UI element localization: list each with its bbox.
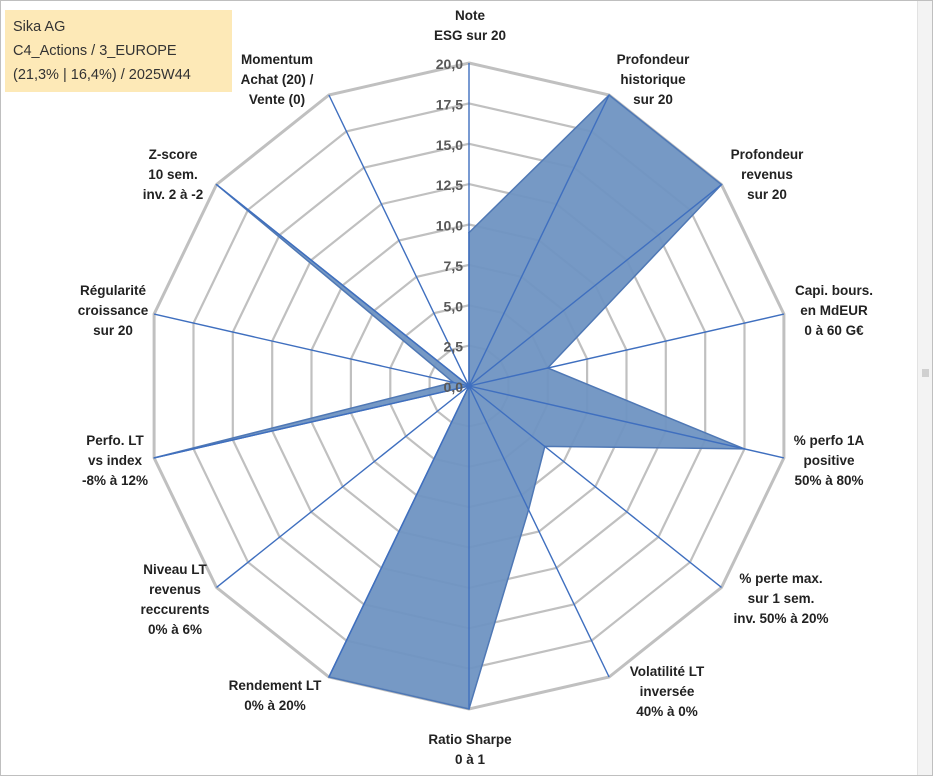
axis-label-7-line-0: Ratio Sharpe [428, 732, 512, 747]
axis-label-8-line-1: 0% à 20% [244, 698, 306, 713]
axis-label-5-line-2: inv. 50% à 20% [733, 611, 828, 626]
axis-label-13: Momentum Achat (20) / Vente (0) [241, 52, 314, 107]
scrollbar-thumb[interactable] [922, 369, 929, 377]
info-company-name: Sika AG [13, 19, 66, 35]
info-box: Sika AG C4_Actions / 3_EUROPE (21,3% | 1… [5, 10, 232, 92]
vertical-scrollbar[interactable] [917, 1, 932, 775]
spoke-4 [468, 385, 785, 459]
axis-label-11-line-1: croissance [78, 303, 149, 318]
axis-label-5-line-1: sur 1 sem. [748, 591, 815, 606]
axis-label-5-line-0: % perte max. [739, 571, 822, 586]
axis-label-10-line-2: -8% à 12% [82, 473, 148, 488]
axis-label-6-line-1: inversée [640, 684, 695, 699]
axis-label-6: Volatilité LT inversée 40% à 0% [630, 664, 705, 719]
axis-label-2-line-2: sur 20 [747, 187, 787, 202]
tick-label-7: 17,5 [436, 96, 463, 112]
axis-label-3-line-2: 0 à 60 G€ [804, 323, 864, 338]
axis-label-12-line-0: Z-score [149, 147, 198, 162]
spoke-3 [468, 313, 785, 387]
axis-label-11-line-0: Régularité [80, 283, 147, 298]
spoke-9 [216, 385, 470, 588]
axis-label-12: Z-score 10 sem. inv. 2 à -2 [143, 147, 204, 202]
axis-label-9-line-1: revenus [149, 582, 201, 597]
axis-label-1: Profondeur historique sur 20 [617, 52, 690, 107]
radar-spokes [153, 63, 785, 709]
axis-labels: Note ESG sur 20 Profondeur historique sur 20… [78, 8, 873, 767]
axis-label-9-line-2: reccurents [140, 602, 209, 617]
tick-label-3: 7,5 [444, 258, 464, 274]
tick-label-4: 10,0 [436, 218, 463, 234]
axis-label-4: % perfo 1A positive 50% à 80% [794, 433, 865, 488]
axis-label-11: Régularité croissance sur 20 [78, 283, 149, 338]
axis-label-4-line-0: % perfo 1A [794, 433, 865, 448]
tick-label-8: 20,0 [436, 56, 463, 72]
spoke-13 [328, 94, 470, 387]
axis-label-1-line-2: sur 20 [633, 92, 673, 107]
axis-label-4-line-1: positive [803, 453, 855, 468]
axis-label-6-line-0: Volatilité LT [630, 664, 705, 679]
axis-label-3-line-0: Capi. bours. [795, 283, 873, 298]
axis-label-0-line-0: Note [455, 8, 485, 23]
axis-label-2-line-0: Profondeur [731, 147, 804, 162]
axis-label-12-line-1: 10 sem. [148, 167, 198, 182]
axis-label-2: Profondeur revenus sur 20 [731, 147, 804, 202]
spoke-12 [216, 184, 470, 387]
spoke-8 [328, 385, 470, 678]
spoke-11 [153, 313, 470, 387]
axis-label-8-line-0: Rendement LT [229, 678, 323, 693]
axis-label-8: Rendement LT 0% à 20% [229, 678, 323, 713]
axis-label-10-line-1: vs index [88, 453, 143, 468]
axis-label-4-line-2: 50% à 80% [794, 473, 863, 488]
axis-label-0-line-1: ESG sur 20 [434, 28, 506, 43]
axis-label-6-line-2: 40% à 0% [636, 704, 698, 719]
tick-label-0: 0,0 [444, 379, 464, 395]
axis-label-9-line-0: Niveau LT [143, 562, 207, 577]
spoke-5 [468, 385, 722, 588]
spoke-1 [468, 94, 610, 387]
spoke-10 [153, 385, 470, 459]
axis-label-7-line-1: 0 à 1 [455, 752, 486, 767]
axis-label-3-line-1: en MdEUR [800, 303, 868, 318]
info-category: C4_Actions / 3_EUROPE [13, 43, 177, 59]
tick-label-6: 15,0 [436, 137, 463, 153]
axis-label-3: Capi. bours. en MdEUR 0 à 60 G€ [795, 283, 873, 338]
axis-label-10: Perfo. LT vs index -8% à 12% [82, 433, 148, 488]
axis-label-10-line-0: Perfo. LT [86, 433, 144, 448]
tick-label-1: 2,5 [444, 339, 464, 355]
spoke-2 [468, 184, 722, 387]
axis-label-7: Ratio Sharpe 0 à 1 [428, 732, 512, 767]
tick-label-2: 5,0 [444, 298, 464, 314]
axis-label-9: Niveau LT revenus reccurents 0% à 6% [140, 562, 209, 637]
axis-label-11-line-2: sur 20 [93, 323, 133, 338]
axis-label-1-line-0: Profondeur [617, 52, 690, 67]
axis-label-1-line-1: historique [620, 72, 686, 87]
axis-label-12-line-2: inv. 2 à -2 [143, 187, 204, 202]
axis-label-13-line-0: Momentum [241, 52, 313, 67]
tick-label-5: 12,5 [436, 177, 463, 193]
axis-label-13-line-1: Achat (20) / [241, 72, 314, 87]
radial-tick-labels: 0,0 2,5 5,0 7,5 10,0 12,5 15,0 17,5 20,0 [436, 56, 463, 395]
spoke-6 [468, 385, 610, 678]
info-performance-week: (21,3% | 16,4%) / 2025W44 [13, 67, 191, 83]
axis-label-5: % perte max. sur 1 sem. inv. 50% à 20% [733, 571, 828, 626]
axis-label-2-line-1: revenus [741, 167, 793, 182]
axis-label-0: Note ESG sur 20 [434, 8, 506, 43]
axis-label-9-line-3: 0% à 6% [148, 622, 202, 637]
axis-label-13-line-2: Vente (0) [249, 92, 305, 107]
